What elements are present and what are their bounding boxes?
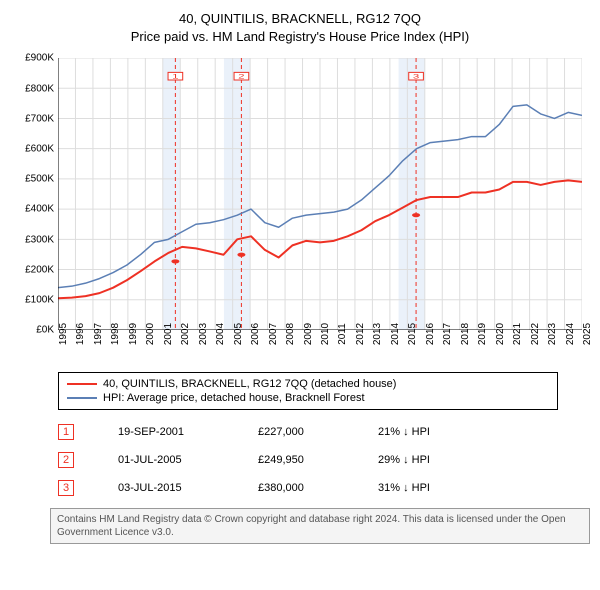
x-axis-labels: 1995199619971998199920002001200220032004… bbox=[58, 332, 582, 364]
transaction-vs-hpi: 29% ↓ HPI bbox=[370, 446, 590, 474]
svg-text:3: 3 bbox=[413, 73, 419, 80]
x-tick-label: 2024 bbox=[565, 323, 576, 345]
footnote: Contains HM Land Registry data © Crown c… bbox=[50, 508, 590, 544]
chart-area: £0K £100K £200K £300K £400K £500K £600K £700K £8… bbox=[10, 54, 590, 364]
transaction-date: 19-SEP-2001 bbox=[110, 418, 250, 446]
legend-label: 40, QUINTILIS, BRACKNELL, RG12 7QQ (deta… bbox=[103, 378, 396, 390]
y-tick-label: £0K bbox=[36, 325, 54, 336]
transaction-marker: 3 bbox=[58, 480, 74, 496]
x-tick-label: 2022 bbox=[530, 323, 541, 345]
x-tick-label: 2014 bbox=[390, 323, 401, 345]
x-tick-label: 1995 bbox=[58, 323, 69, 345]
transaction-marker: 2 bbox=[58, 452, 74, 468]
legend-item: 40, QUINTILIS, BRACKNELL, RG12 7QQ (deta… bbox=[67, 377, 549, 391]
x-tick-label: 2003 bbox=[198, 323, 209, 345]
x-tick-label: 2018 bbox=[460, 323, 471, 345]
y-tick-label: £900K bbox=[25, 53, 54, 64]
y-tick-label: £100K bbox=[25, 295, 54, 306]
y-axis-labels: £0K£100K£200K£300K£400K£500K£600K£700K£8… bbox=[10, 58, 56, 330]
x-tick-label: 1998 bbox=[110, 323, 121, 345]
x-tick-label: 2000 bbox=[145, 323, 156, 345]
legend-label: HPI: Average price, detached house, Brac… bbox=[103, 392, 365, 404]
transaction-price: £380,000 bbox=[250, 474, 370, 502]
transaction-date: 03-JUL-2015 bbox=[110, 474, 250, 502]
table-row: 2 01-JUL-2005£249,95029% ↓ HPI bbox=[50, 446, 590, 474]
x-tick-label: 2021 bbox=[512, 323, 523, 345]
x-tick-label: 2005 bbox=[233, 323, 244, 345]
legend-swatch bbox=[67, 383, 97, 385]
transaction-vs-hpi: 31% ↓ HPI bbox=[370, 474, 590, 502]
y-tick-label: £400K bbox=[25, 204, 54, 215]
table-row: 1 19-SEP-2001£227,00021% ↓ HPI bbox=[50, 418, 590, 446]
y-tick-label: £500K bbox=[25, 174, 54, 185]
transaction-price: £249,950 bbox=[250, 446, 370, 474]
x-tick-label: 2020 bbox=[495, 323, 506, 345]
transaction-vs-hpi: 21% ↓ HPI bbox=[370, 418, 590, 446]
transaction-date: 01-JUL-2005 bbox=[110, 446, 250, 474]
x-tick-label: 2019 bbox=[477, 323, 488, 345]
x-tick-label: 1999 bbox=[128, 323, 139, 345]
x-tick-label: 1996 bbox=[75, 323, 86, 345]
x-tick-label: 2008 bbox=[285, 323, 296, 345]
chart-svg: 1 2 3 bbox=[58, 58, 582, 330]
x-tick-label: 2004 bbox=[215, 323, 226, 345]
x-tick-label: 2007 bbox=[268, 323, 279, 345]
y-tick-label: £800K bbox=[25, 83, 54, 94]
transaction-table: 1 19-SEP-2001£227,00021% ↓ HPI 2 01-JUL-200… bbox=[50, 418, 590, 502]
x-tick-label: 2006 bbox=[250, 323, 261, 345]
chart-container: 40, QUINTILIS, BRACKNELL, RG12 7QQ Price… bbox=[10, 10, 590, 544]
y-tick-label: £200K bbox=[25, 264, 54, 275]
x-tick-label: 2013 bbox=[372, 323, 383, 345]
x-tick-label: 2015 bbox=[407, 323, 418, 345]
x-tick-label: 2010 bbox=[320, 323, 331, 345]
y-tick-label: £700K bbox=[25, 113, 54, 124]
y-tick-label: £600K bbox=[25, 144, 54, 155]
transaction-marker: 1 bbox=[58, 424, 74, 440]
legend-item: HPI: Average price, detached house, Brac… bbox=[67, 391, 549, 405]
transaction-price: £227,000 bbox=[250, 418, 370, 446]
x-tick-label: 2017 bbox=[442, 323, 453, 345]
x-tick-label: 2002 bbox=[180, 323, 191, 345]
x-tick-label: 2016 bbox=[425, 323, 436, 345]
table-row: 3 03-JUL-2015£380,00031% ↓ HPI bbox=[50, 474, 590, 502]
legend-swatch bbox=[67, 397, 97, 399]
y-tick-label: £300K bbox=[25, 234, 54, 245]
chart-title: 40, QUINTILIS, BRACKNELL, RG12 7QQ bbox=[10, 10, 590, 28]
svg-text:2: 2 bbox=[238, 73, 244, 80]
x-tick-label: 2023 bbox=[547, 323, 558, 345]
x-tick-label: 2025 bbox=[582, 323, 593, 345]
chart-subtitle: Price paid vs. HM Land Registry's House … bbox=[10, 28, 590, 46]
x-tick-label: 2001 bbox=[163, 323, 174, 345]
plot-region: 1 2 3 bbox=[58, 58, 582, 330]
svg-text:1: 1 bbox=[172, 73, 178, 80]
x-tick-label: 2009 bbox=[303, 323, 314, 345]
x-tick-label: 2012 bbox=[355, 323, 366, 345]
legend: 40, QUINTILIS, BRACKNELL, RG12 7QQ (deta… bbox=[58, 372, 558, 410]
x-tick-label: 1997 bbox=[93, 323, 104, 345]
x-tick-label: 2011 bbox=[337, 324, 348, 346]
